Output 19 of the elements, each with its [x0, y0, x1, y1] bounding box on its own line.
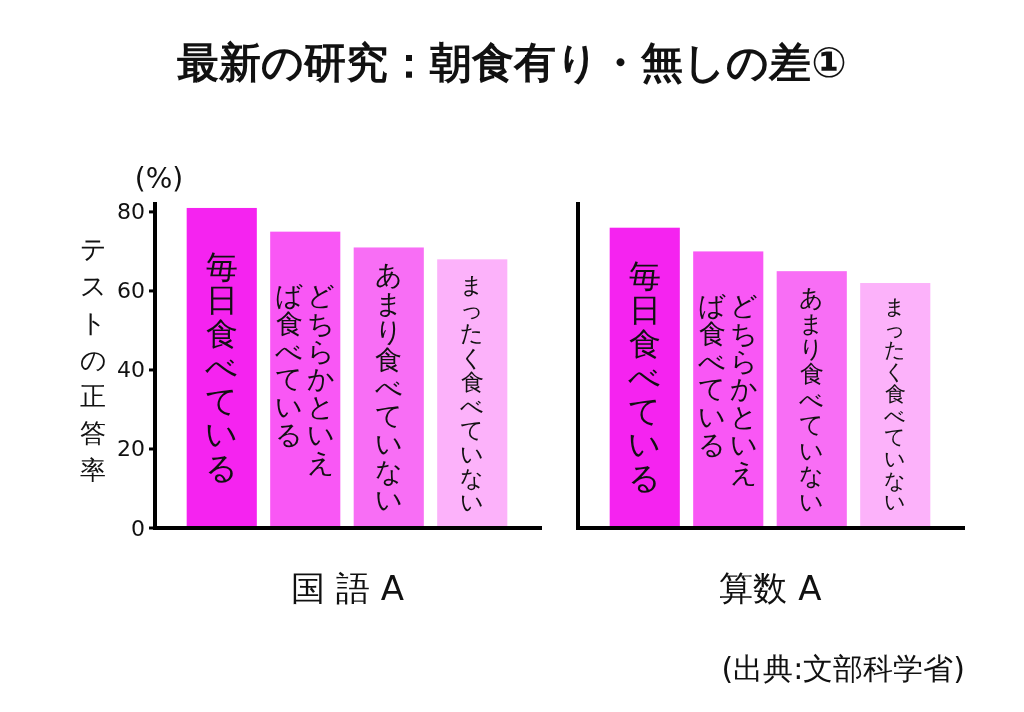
category-label: まったく食べていない [460, 272, 485, 515]
x-tick-label: 毎日食べている [204, 247, 240, 487]
category-label: どちらかといえば食べている [698, 290, 759, 488]
category-label: まったく食べていない [884, 296, 907, 515]
chart-title: 最新の研究：朝食有り・無しの差① [177, 37, 847, 87]
y-tick-label: 80 [117, 199, 145, 225]
y-axis-title: テストの正答率 [78, 232, 108, 488]
y-tick-label: 0 [131, 515, 145, 541]
x-axis-title: 国 語 A [291, 568, 404, 608]
y-tick-label: 40 [117, 357, 145, 383]
x-tick-label: 毎日食べている [627, 257, 663, 497]
x-axis-title: 算数 A [719, 568, 822, 608]
category-label: どちらかといえば食べている [275, 280, 336, 478]
category-label: あまり食べていない [799, 284, 825, 516]
y-tick-label: 60 [117, 278, 145, 304]
category-label: あまり食べていない [374, 260, 403, 515]
text: (出典:文部科学省) [721, 650, 965, 686]
y-tick-label: 20 [117, 436, 145, 462]
text: (%) [134, 161, 184, 195]
